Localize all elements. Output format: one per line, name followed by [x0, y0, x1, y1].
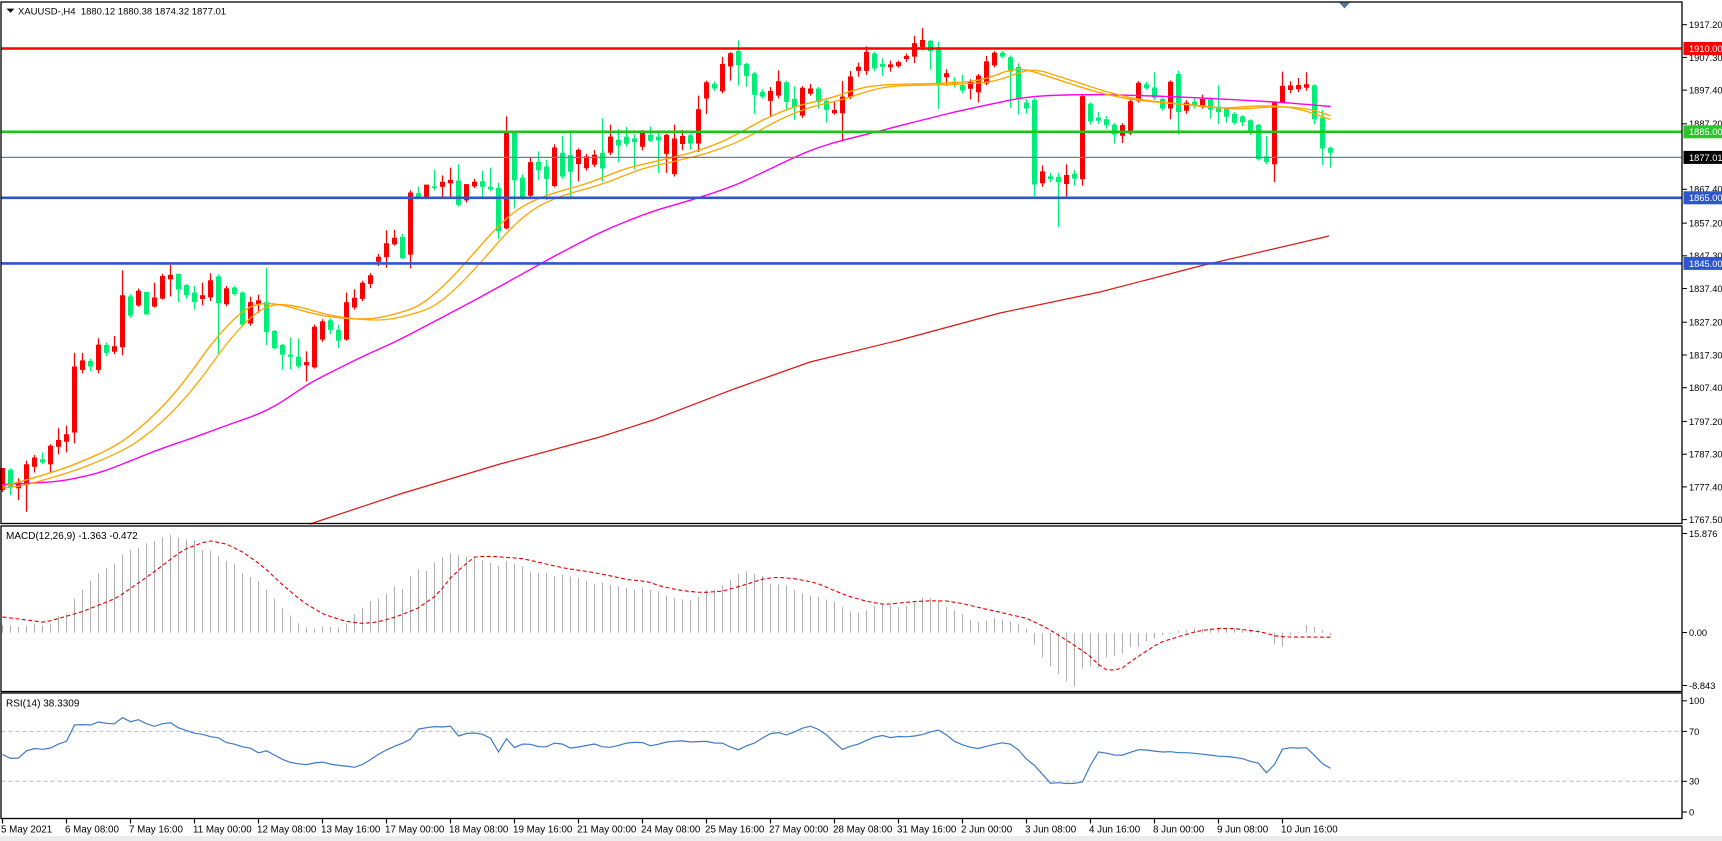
svg-text:-8.843: -8.843: [1689, 681, 1715, 691]
svg-text:25 May 16:00: 25 May 16:00: [705, 825, 765, 836]
svg-text:1797.20: 1797.20: [1689, 417, 1722, 427]
svg-text:2 Jun 00:00: 2 Jun 00:00: [961, 825, 1013, 836]
svg-text:1817.30: 1817.30: [1689, 350, 1722, 360]
svg-text:11 May 00:00: 11 May 00:00: [193, 825, 252, 836]
svg-text:12 May 08:00: 12 May 08:00: [257, 825, 317, 836]
svg-text:21 May 00:00: 21 May 00:00: [577, 825, 637, 836]
svg-text:18 May 08:00: 18 May 08:00: [449, 825, 509, 836]
svg-text:7 May 16:00: 7 May 16:00: [129, 825, 183, 836]
svg-text:1857.20: 1857.20: [1689, 219, 1722, 229]
svg-text:24 May 08:00: 24 May 08:00: [641, 825, 701, 836]
svg-text:9 Jun 08:00: 9 Jun 08:00: [1217, 825, 1269, 836]
svg-text:1807.40: 1807.40: [1689, 383, 1722, 393]
svg-text:1767.50: 1767.50: [1689, 515, 1722, 525]
svg-text:10 Jun 16:00: 10 Jun 16:00: [1281, 825, 1338, 836]
svg-text:XAUUSD-,H4 1880.12 1880.38 18: XAUUSD-,H4 1880.12 1880.38 1874.32 1877.…: [18, 7, 226, 18]
svg-text:17 May 00:00: 17 May 00:00: [385, 825, 445, 836]
svg-text:15.876: 15.876: [1689, 529, 1717, 539]
svg-text:1845.00: 1845.00: [1689, 259, 1722, 269]
svg-text:6 May 08:00: 6 May 08:00: [65, 825, 119, 836]
svg-text:1897.40: 1897.40: [1689, 86, 1722, 96]
svg-text:19 May 16:00: 19 May 16:00: [513, 825, 573, 836]
svg-text:1837.40: 1837.40: [1689, 284, 1722, 294]
svg-text:30: 30: [1689, 777, 1699, 787]
svg-text:1887.20: 1887.20: [1689, 119, 1722, 129]
svg-text:8 Jun 00:00: 8 Jun 00:00: [1153, 825, 1205, 836]
svg-text:1777.40: 1777.40: [1689, 482, 1722, 492]
svg-text:13 May 16:00: 13 May 16:00: [321, 825, 381, 836]
svg-text:0.00: 0.00: [1689, 628, 1707, 638]
svg-text:RSI(14) 38.3309: RSI(14) 38.3309: [6, 699, 80, 710]
svg-text:1910.00: 1910.00: [1689, 44, 1722, 54]
svg-text:70: 70: [1689, 727, 1699, 737]
svg-text:1827.20: 1827.20: [1689, 318, 1722, 328]
svg-text:1867.40: 1867.40: [1689, 185, 1722, 195]
svg-text:28 May 08:00: 28 May 08:00: [833, 825, 893, 836]
svg-text:5 May 2021: 5 May 2021: [1, 825, 52, 836]
svg-text:4 Jun 16:00: 4 Jun 16:00: [1089, 825, 1141, 836]
svg-text:27 May 00:00: 27 May 00:00: [769, 825, 829, 836]
svg-text:1847.30: 1847.30: [1689, 251, 1722, 261]
svg-text:1917.20: 1917.20: [1689, 20, 1722, 30]
svg-text:1787.30: 1787.30: [1689, 450, 1722, 460]
svg-text:MACD(12,26,9) -1.363 -0.472: MACD(12,26,9) -1.363 -0.472: [6, 531, 138, 542]
svg-text:31 May 16:00: 31 May 16:00: [897, 825, 957, 836]
svg-text:1877.01: 1877.01: [1689, 153, 1722, 163]
svg-text:100: 100: [1689, 696, 1705, 706]
svg-text:1885.00: 1885.00: [1689, 127, 1722, 137]
svg-text:0: 0: [1689, 807, 1694, 817]
svg-text:1907.30: 1907.30: [1689, 53, 1722, 63]
svg-text:3 Jun 08:00: 3 Jun 08:00: [1025, 825, 1077, 836]
svg-text:1865.00: 1865.00: [1689, 193, 1722, 203]
